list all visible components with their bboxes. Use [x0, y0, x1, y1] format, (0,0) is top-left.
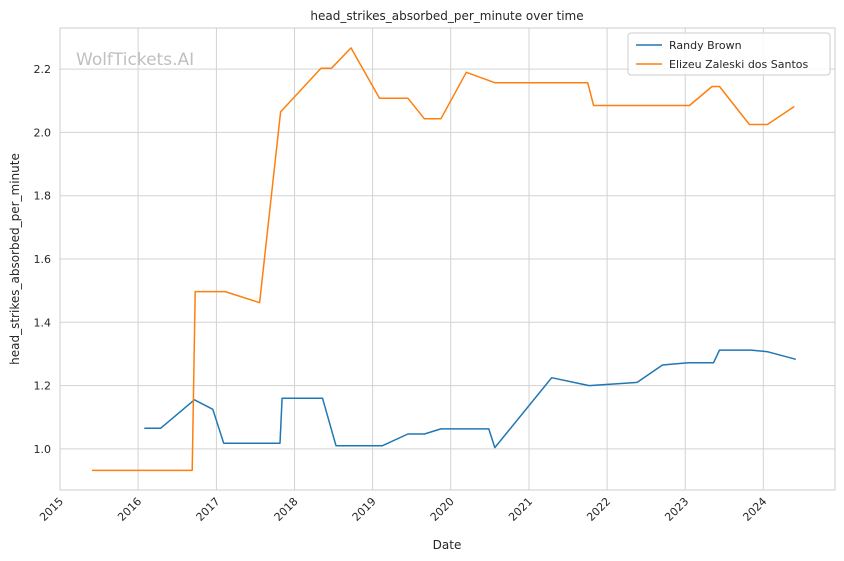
plot-frame [59, 27, 836, 491]
x-tick-label: 2021 [506, 495, 535, 524]
x-tick-label: 2018 [272, 495, 301, 524]
x-tick-label: 2024 [740, 495, 769, 524]
chart-title: head_strikes_absorbed_per_minute over ti… [310, 9, 583, 23]
y-tick-label: 2.0 [34, 126, 52, 139]
legend-label-elizeu-zaleski: Elizeu Zaleski dos Santos [669, 58, 809, 71]
x-tick-label: 2017 [194, 495, 223, 524]
legend-label-randy-brown: Randy Brown [669, 39, 742, 52]
x-tick-label: 2020 [428, 495, 457, 524]
x-tick-label: 2023 [662, 495, 691, 524]
legend: Randy Brown Elizeu Zaleski dos Santos [627, 32, 831, 76]
x-axis-label: Date [433, 538, 462, 552]
y-axis-label: head_strikes_absorbed_per_minute [8, 153, 22, 365]
legend-box [627, 32, 831, 76]
series-line-randy-brown [144, 349, 796, 449]
y-tick-label: 1.6 [34, 253, 52, 266]
y-tick-label: 1.0 [34, 443, 52, 456]
y-tick-label: 1.2 [34, 380, 52, 393]
y-tick-label: 1.4 [34, 316, 52, 329]
y-axis-ticks: 1.0 1.2 1.4 1.6 1.8 2.0 2.2 [34, 63, 52, 456]
x-axis-ticks: 2015 2016 2017 2018 2019 2020 2021 2022 2023 2024 [37, 495, 769, 524]
watermark: WolfTickets.AI [76, 50, 194, 70]
series-lines [91, 47, 796, 472]
series-line-elizeu-zaleski-dos-santos [91, 47, 795, 472]
x-tick-label: 2022 [584, 495, 613, 524]
y-tick-label: 1.8 [34, 190, 52, 203]
x-tick-label: 2016 [115, 495, 144, 524]
y-tick-label: 2.2 [34, 63, 52, 76]
x-tick-label: 2019 [350, 495, 379, 524]
grid-lines [59, 28, 835, 490]
x-tick-label: 2015 [37, 495, 66, 524]
